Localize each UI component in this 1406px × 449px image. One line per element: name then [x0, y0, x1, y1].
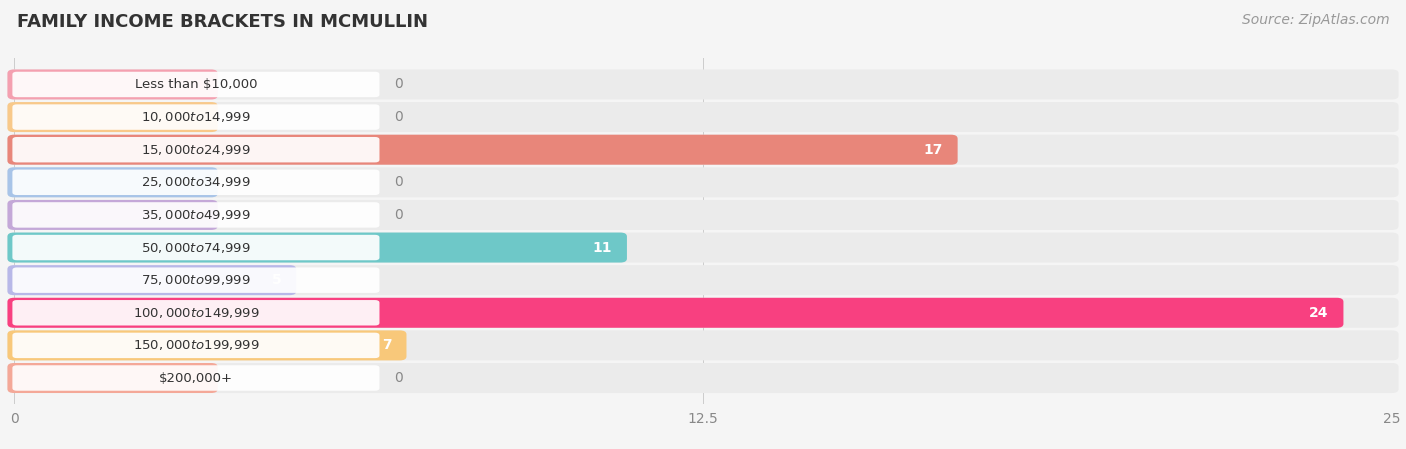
Text: $35,000 to $49,999: $35,000 to $49,999: [141, 208, 250, 222]
FancyBboxPatch shape: [7, 135, 1399, 165]
FancyBboxPatch shape: [7, 363, 218, 393]
FancyBboxPatch shape: [7, 135, 957, 165]
FancyBboxPatch shape: [7, 167, 218, 197]
FancyBboxPatch shape: [7, 102, 1399, 132]
FancyBboxPatch shape: [7, 233, 1399, 263]
FancyBboxPatch shape: [13, 72, 380, 97]
FancyBboxPatch shape: [13, 365, 380, 391]
FancyBboxPatch shape: [13, 268, 380, 293]
Text: 11: 11: [592, 241, 612, 255]
Text: $100,000 to $149,999: $100,000 to $149,999: [132, 306, 259, 320]
Text: $10,000 to $14,999: $10,000 to $14,999: [141, 110, 250, 124]
Text: $25,000 to $34,999: $25,000 to $34,999: [141, 175, 250, 189]
Text: 24: 24: [1309, 306, 1329, 320]
FancyBboxPatch shape: [13, 300, 380, 326]
Text: 0: 0: [394, 78, 404, 92]
FancyBboxPatch shape: [13, 235, 380, 260]
Text: Source: ZipAtlas.com: Source: ZipAtlas.com: [1241, 13, 1389, 27]
Text: 5: 5: [271, 273, 281, 287]
FancyBboxPatch shape: [7, 363, 1399, 393]
Text: 0: 0: [394, 110, 404, 124]
FancyBboxPatch shape: [7, 70, 218, 100]
FancyBboxPatch shape: [7, 265, 297, 295]
FancyBboxPatch shape: [7, 298, 1399, 328]
Text: $200,000+: $200,000+: [159, 371, 233, 384]
FancyBboxPatch shape: [7, 265, 1399, 295]
FancyBboxPatch shape: [7, 200, 1399, 230]
FancyBboxPatch shape: [7, 330, 1399, 361]
Text: 0: 0: [394, 371, 404, 385]
Text: 0: 0: [394, 175, 404, 189]
FancyBboxPatch shape: [13, 333, 380, 358]
FancyBboxPatch shape: [7, 167, 1399, 197]
FancyBboxPatch shape: [7, 298, 1344, 328]
FancyBboxPatch shape: [7, 233, 627, 263]
FancyBboxPatch shape: [13, 170, 380, 195]
Text: 17: 17: [924, 143, 943, 157]
Text: $50,000 to $74,999: $50,000 to $74,999: [141, 241, 250, 255]
Text: $75,000 to $99,999: $75,000 to $99,999: [141, 273, 250, 287]
FancyBboxPatch shape: [13, 202, 380, 228]
Text: Less than $10,000: Less than $10,000: [135, 78, 257, 91]
Text: $15,000 to $24,999: $15,000 to $24,999: [141, 143, 250, 157]
Text: FAMILY INCOME BRACKETS IN MCMULLIN: FAMILY INCOME BRACKETS IN MCMULLIN: [17, 13, 427, 31]
FancyBboxPatch shape: [13, 104, 380, 130]
Text: $150,000 to $199,999: $150,000 to $199,999: [132, 339, 259, 352]
Text: 0: 0: [394, 208, 404, 222]
FancyBboxPatch shape: [7, 200, 218, 230]
FancyBboxPatch shape: [13, 137, 380, 163]
Text: 7: 7: [382, 339, 392, 352]
FancyBboxPatch shape: [7, 102, 218, 132]
FancyBboxPatch shape: [7, 330, 406, 361]
FancyBboxPatch shape: [7, 70, 1399, 100]
